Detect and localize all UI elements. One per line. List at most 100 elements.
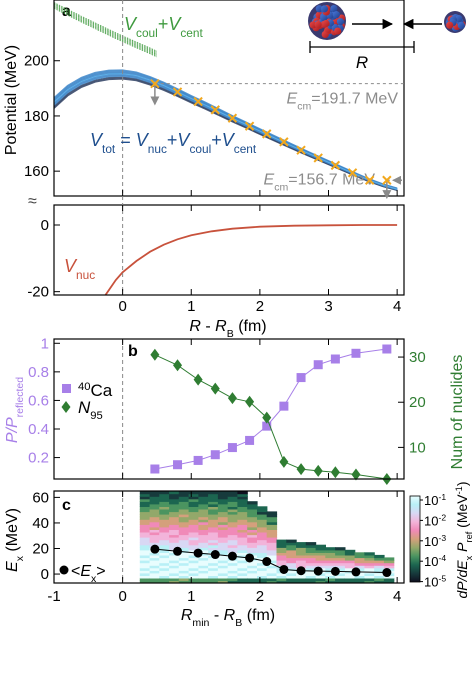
y-tick-label: 0 [41, 217, 49, 234]
panel-c-y-axis-label-part: E [4, 561, 21, 572]
heatmap-cell [227, 493, 239, 497]
heatmap-cell [169, 519, 180, 523]
heatmap-cell [178, 516, 190, 520]
heatmap-cell [237, 503, 248, 507]
heatmap-cell [315, 577, 326, 582]
colorbar-tick-label-part: -3 [438, 533, 446, 543]
heatmap-cell [237, 506, 248, 510]
heatmap-cell [188, 503, 199, 507]
heatmap-cell [305, 554, 317, 559]
heatmap-cell [178, 537, 190, 541]
y-tick-label: 180 [24, 108, 49, 125]
heatmap-cell [315, 549, 326, 553]
heatmap-cell [198, 567, 209, 571]
heatmap-cell [247, 521, 258, 525]
heatmap-cell [335, 560, 346, 564]
label-vnuc-part: nuc [76, 268, 95, 282]
heatmap-cell [217, 511, 229, 515]
heatmap-cell [149, 542, 160, 546]
heatmap-cell [237, 519, 248, 523]
heatmap-cell [159, 501, 170, 505]
heatmap-cell [208, 537, 219, 541]
heatmap-cell [178, 524, 190, 528]
x-tick-label: 4 [393, 298, 401, 315]
heatmap-cell [139, 516, 151, 520]
heatmap-cell [188, 572, 199, 576]
heatmap-cell [217, 491, 229, 495]
heatmap-cell [217, 554, 229, 559]
legend-mean-ex-label-part: < [71, 563, 80, 580]
x-tick-label: 0 [118, 298, 126, 315]
heatmap-cell [227, 539, 239, 543]
heatmap-cell [227, 544, 239, 548]
series-n95-line [154, 354, 387, 480]
heatmap-cell [296, 580, 307, 583]
heatmap-cell [374, 557, 385, 561]
y-tick-label: 60 [32, 489, 49, 506]
legend-40ca-label-part: Ca [90, 381, 112, 400]
heatmap-cell [257, 506, 268, 510]
heatmap-cell [247, 567, 258, 571]
heatmap-cell [276, 544, 287, 548]
heatmap-cell [266, 544, 278, 548]
heatmap-cell [344, 580, 356, 583]
heatmap-cell [208, 562, 219, 566]
series-mean-ex-marker [150, 544, 160, 554]
heatmap-cell [217, 516, 229, 520]
heatmap-cell [149, 493, 160, 497]
heatmap-cell [325, 552, 336, 556]
heatmap-cell [188, 524, 199, 528]
heatmap-cell [188, 496, 199, 500]
heatmap-cell [188, 498, 199, 502]
heatmap-cell [198, 491, 209, 495]
heatmap-cell [257, 519, 268, 523]
heatmap-cell [364, 567, 375, 571]
heatmap-cell [315, 580, 326, 583]
heatmap-cell [247, 549, 258, 553]
heatmap-cell [227, 521, 239, 525]
heatmap-cell [139, 575, 151, 579]
energy-label-part: =156.7 MeV [288, 171, 375, 188]
turning-point-marker [330, 160, 341, 171]
heatmap-cell [266, 529, 278, 533]
label-vtot-part: tot [102, 142, 116, 156]
heatmap-cell [247, 511, 258, 515]
heatmap-cell [296, 547, 307, 551]
heatmap-cell [257, 572, 268, 576]
energy-label-part: E [264, 171, 275, 188]
heatmap-cell [266, 560, 278, 564]
heatmap-cell [257, 549, 268, 553]
heatmap-cell [178, 529, 190, 533]
panel-b-y-axis-label-left-part: P [4, 417, 21, 428]
heatmap-cell [296, 575, 307, 579]
heatmap-cell [305, 552, 317, 556]
turning-point-marker [210, 105, 220, 115]
heatmap-cell [237, 565, 248, 569]
legend-mean-ex-label: <Ex> [71, 563, 106, 585]
heatmap-cell [149, 496, 160, 500]
heatmap-cell [237, 539, 248, 543]
heatmap-cell [159, 491, 170, 495]
heatmap-cell [159, 519, 170, 523]
heatmap-cell [188, 554, 199, 559]
panel-b-frame [53, 338, 405, 480]
heatmap-cell [247, 526, 258, 530]
heatmap-cell [237, 501, 248, 505]
heatmap-cell [198, 511, 209, 515]
heatmap-cell [159, 549, 170, 553]
heatmap-cell [257, 565, 268, 569]
heatmap-cell [266, 580, 278, 583]
heatmap-cell [247, 531, 258, 536]
heatmap-cell [139, 562, 151, 566]
heatmap-cell [296, 544, 307, 548]
heatmap-cell [169, 501, 180, 505]
turning-point-marker [313, 153, 323, 163]
heatmap-cell [149, 567, 160, 571]
x-tick-label: 1 [187, 298, 195, 315]
heatmap-cell [208, 557, 219, 561]
energy-label-part: cm [274, 181, 288, 193]
series-vcoul-vcent-line [54, 5, 158, 56]
heatmap-cell [159, 565, 170, 569]
series-n95-marker [193, 373, 203, 386]
heatmap-cell [266, 570, 278, 574]
